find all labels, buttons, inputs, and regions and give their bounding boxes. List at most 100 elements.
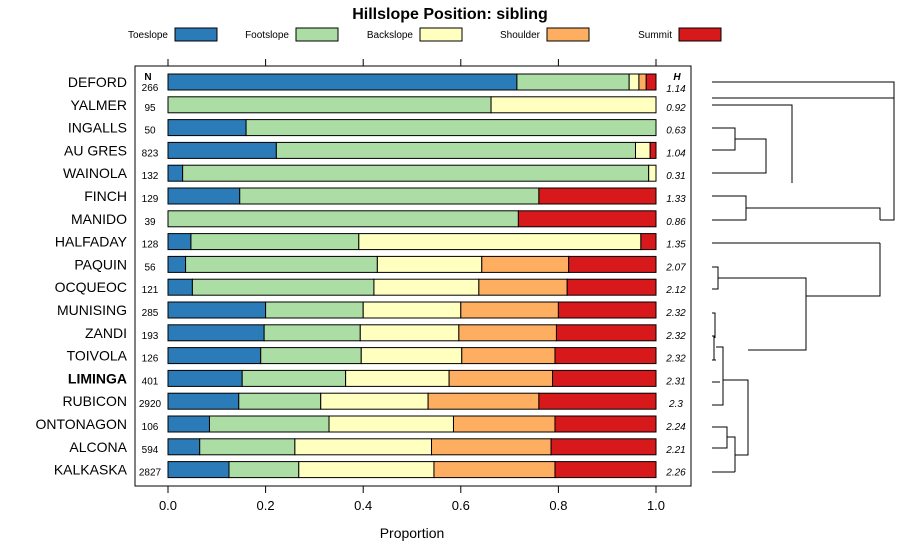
- bar-segment-footslope: [167, 96, 492, 114]
- row-ontonagon: ONTONAGON 106 2.24: [35, 415, 686, 433]
- sample-size-label: 2920: [139, 399, 162, 410]
- bar-segment-footslope: [228, 461, 300, 479]
- entropy-label: 2.12: [665, 285, 686, 296]
- bar-segment-backslope: [294, 438, 433, 456]
- sample-size-label: 106: [142, 422, 159, 433]
- soil-name-label: LIMINGA: [68, 370, 127, 386]
- entropy-label: 1.33: [666, 194, 686, 205]
- legend: Toeslope Footslope Backslope Shoulder Summit: [128, 27, 722, 42]
- dendrogram-branch: [712, 312, 716, 361]
- h-header: H: [673, 72, 681, 83]
- bar-segment-footslope: [275, 141, 637, 159]
- sample-size-label: 128: [142, 240, 159, 251]
- bar-segment-summit: [555, 324, 657, 342]
- legend-swatch-backslope: [419, 27, 463, 42]
- bar-segment-shoulder: [458, 324, 557, 342]
- bar-segment-summit: [538, 187, 657, 205]
- row-manido: MANIDO 39 0.86: [71, 210, 686, 228]
- bar-segment-footslope: [182, 164, 650, 182]
- sample-size-label: 56: [144, 262, 156, 273]
- bar-segment-backslope: [373, 278, 480, 296]
- soil-name-label: KALKASKA: [54, 462, 128, 478]
- row-munising: MUNISING 285 2.32: [57, 301, 686, 319]
- entropy-label: 2.07: [665, 262, 686, 273]
- sample-size-label: 823: [142, 148, 159, 159]
- bar-segment-toeslope: [167, 369, 243, 387]
- soil-name-label: ZANDI: [85, 325, 127, 341]
- bar-segment-backslope: [298, 461, 435, 479]
- soil-name-label: HALFADAY: [55, 234, 128, 250]
- bar-segment-summit: [554, 347, 657, 365]
- bar-segment-summit: [645, 73, 657, 91]
- row-deford: DEFORD 266 1.14: [68, 73, 686, 95]
- row-toivola: TOIVOLA 126 2.32: [67, 347, 686, 365]
- bar-segment-toeslope: [167, 255, 187, 273]
- bar-segment-shoulder: [481, 255, 570, 273]
- sample-size-label: 121: [142, 285, 159, 296]
- bar-segment-footslope: [516, 73, 630, 91]
- bar-segment-footslope: [185, 255, 378, 273]
- bar-segment-summit: [566, 278, 657, 296]
- entropy-label: 0.86: [666, 217, 686, 228]
- soil-name-label: RUBICON: [62, 393, 127, 409]
- bar-segment-backslope: [648, 164, 657, 182]
- x-tick-label: 0.4: [354, 498, 372, 513]
- bar-segment-toeslope: [167, 324, 265, 342]
- bar-segment-shoulder: [431, 438, 552, 456]
- plot-frame: [134, 65, 692, 487]
- bar-segment-shoulder: [448, 369, 554, 387]
- dendrogram-branch: [712, 81, 895, 99]
- sample-size-label: 2827: [139, 468, 162, 479]
- x-axis-label: Proportion: [380, 525, 445, 541]
- bar-segment-footslope: [239, 187, 540, 205]
- dendrogram-branch: [718, 243, 881, 351]
- bar-segment-backslope: [320, 392, 429, 410]
- bar-segment-footslope: [260, 347, 362, 365]
- soil-name-label: MUNISING: [57, 302, 127, 318]
- entropy-label: 2.32: [665, 308, 686, 319]
- entropy-label: 2.26: [665, 468, 686, 479]
- soil-name-label: WAINOLA: [63, 165, 128, 181]
- bar-segment-toeslope: [167, 278, 193, 296]
- sample-size-label: 285: [142, 308, 159, 319]
- bar-segment-summit: [550, 438, 657, 456]
- entropy-label: 1.35: [666, 240, 686, 251]
- bar-segment-summit: [552, 369, 657, 387]
- bar-segment-summit: [517, 210, 657, 228]
- bar-rows: DEFORD 266 1.14 YALMER 95 0.92 INGALLS 50 0.63 AU…: [35, 73, 686, 479]
- row-ocqueoc: OCQUEOC 121 2.12: [55, 278, 686, 296]
- bar-segment-toeslope: [167, 119, 247, 137]
- bar-segment-footslope: [167, 210, 519, 228]
- sample-size-label: 39: [144, 217, 156, 228]
- bar-segment-backslope: [628, 73, 640, 91]
- bar-segment-toeslope: [167, 73, 518, 91]
- dendrogram-branch: [712, 426, 728, 449]
- entropy-label: 2.3: [668, 399, 683, 410]
- bar-segment-summit: [554, 461, 657, 479]
- row-halfaday: HALFADAY 128 1.35: [55, 233, 686, 251]
- entropy-label: 1.14: [666, 84, 686, 95]
- bar-segment-backslope: [635, 141, 651, 159]
- entropy-label: 2.31: [665, 376, 685, 387]
- bar-segment-backslope: [362, 301, 462, 319]
- legend-label-summit: Summit: [638, 30, 672, 41]
- bar-segment-backslope: [490, 96, 657, 114]
- row-yalmer: YALMER 95 0.92: [70, 96, 686, 114]
- bar-segment-toeslope: [167, 164, 184, 182]
- bar-segment-footslope: [263, 324, 361, 342]
- soil-name-label: TOIVOLA: [67, 348, 128, 364]
- bar-segment-shoulder: [427, 392, 540, 410]
- bar-segment-summit: [538, 392, 657, 410]
- entropy-label: 1.04: [666, 148, 686, 159]
- bar-segment-shoulder: [460, 301, 559, 319]
- bar-segment-summit: [557, 301, 657, 319]
- soil-name-label: YALMER: [70, 97, 127, 113]
- soil-name-label: INGALLS: [68, 120, 127, 136]
- bar-segment-footslope: [199, 438, 296, 456]
- bar-segment-footslope: [191, 278, 375, 296]
- bar-segment-shoulder: [452, 415, 556, 433]
- legend-swatch-summit: [678, 27, 722, 42]
- entropy-label: 0.63: [666, 126, 686, 137]
- entropy-label: 0.92: [666, 103, 686, 114]
- soil-name-label: ALCONA: [69, 439, 127, 455]
